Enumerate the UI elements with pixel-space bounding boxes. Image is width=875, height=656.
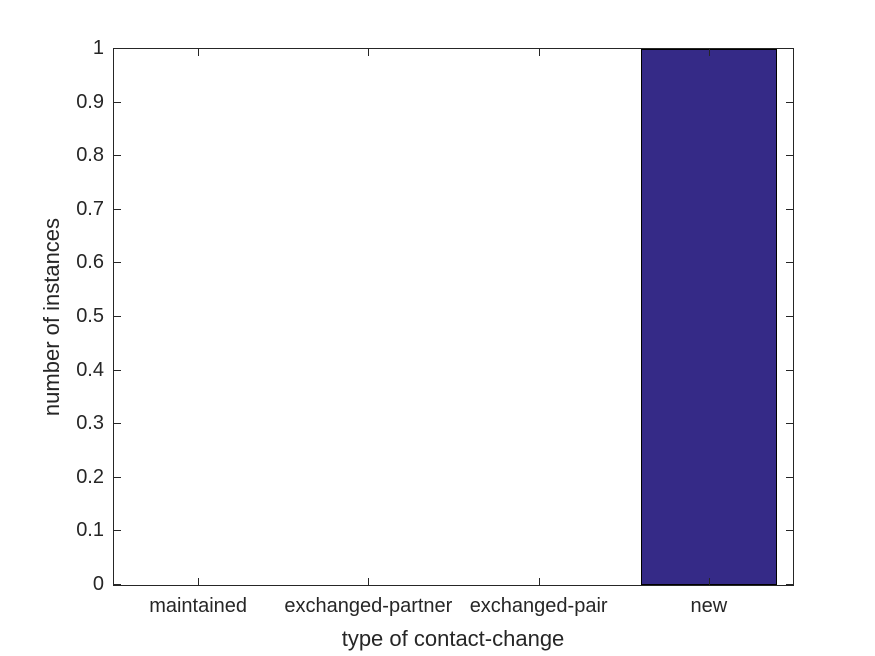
y-tick-left [114,262,121,264]
y-tick-label: 0.3 [76,412,104,435]
y-tick-left [114,369,121,371]
x-tick-bottom [198,578,200,585]
y-tick-right [786,262,793,264]
x-tick-bottom [708,578,710,585]
y-tick-label: 0.9 [76,90,104,113]
y-tick-left [114,155,121,157]
x-tick-top [198,49,200,56]
y-tick-left [114,530,121,532]
x-tick-top [368,49,370,56]
x-tick-label-exchanged-pair: exchanged-pair [469,595,608,617]
y-tick-right [786,530,793,532]
y-tick-label: 0.1 [76,519,104,542]
x-tick-label-new: new [690,595,728,617]
y-tick-right [786,584,793,585]
y-tick-right [786,155,793,157]
y-tick-left [114,316,121,317]
y-tick-left [114,423,121,425]
y-tick-left [114,48,121,49]
x-tick-top [538,49,540,56]
y-tick-right [786,48,793,49]
bar-new [640,49,777,585]
y-tick-left [114,101,121,103]
y-tick-right [786,476,793,478]
y-tick-label: 0.5 [76,305,104,327]
y-tick-left [114,208,121,210]
plot-area [113,48,794,586]
y-tick-right [786,423,793,425]
x-tick-label-maintained: maintained [149,595,248,617]
x-tick-label-exchanged-partner: exchanged-partner [284,595,453,617]
y-tick-right [786,101,793,103]
y-tick-label: 0.8 [76,144,104,167]
y-tick-label: 0.7 [76,197,104,220]
y-tick-label: 0.2 [76,465,104,488]
y-tick-left [114,584,121,585]
y-tick-label: 0.6 [76,251,104,274]
y-tick-right [786,369,793,371]
x-tick-bottom [538,578,540,585]
y-tick-right [786,316,793,317]
x-tick-bottom [368,578,370,585]
y-tick-left [114,476,121,478]
y-tick-label: 0.4 [76,358,104,381]
y-tick-label: 1 [92,37,104,59]
x-axis-label: type of contact-change [341,626,565,651]
x-tick-top [708,49,710,56]
y-tick-right [786,208,793,210]
y-tick-label: 0 [92,573,104,595]
